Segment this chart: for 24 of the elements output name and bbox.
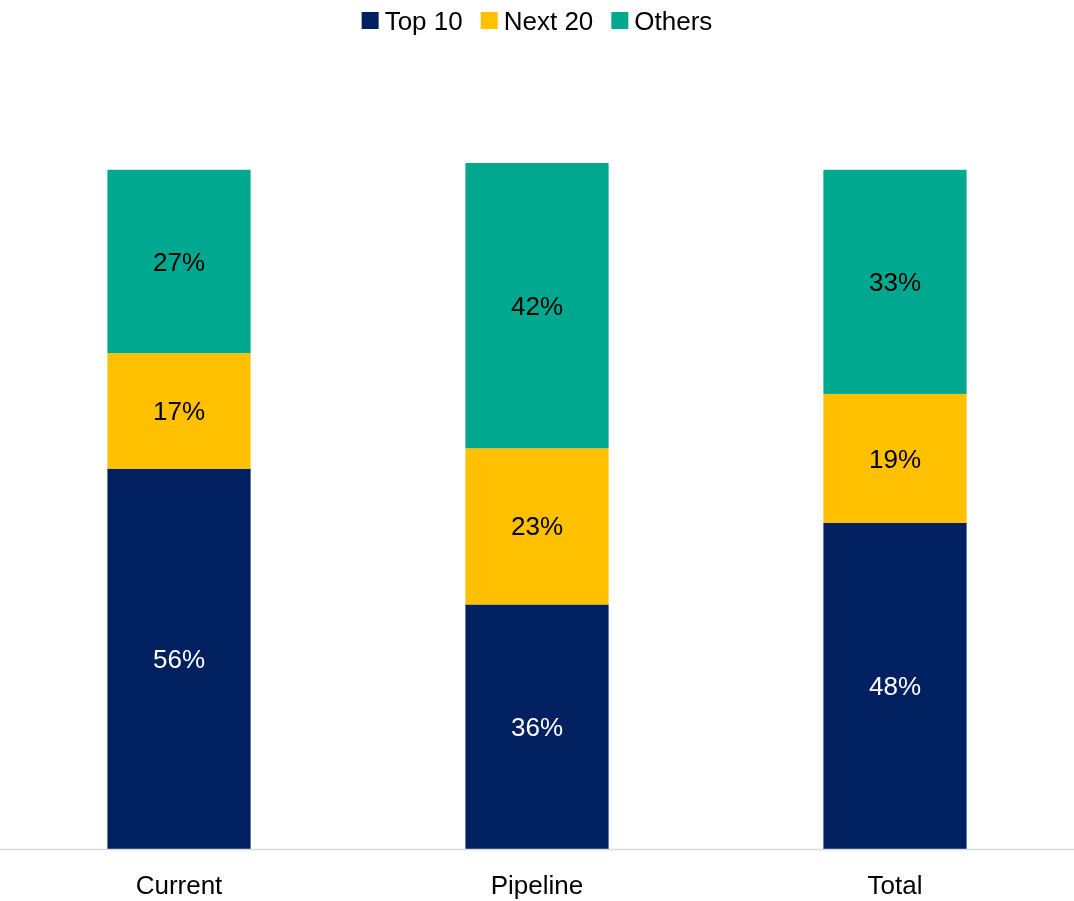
- bar: [107, 353, 251, 469]
- data-label: 33%: [868, 266, 922, 297]
- legend-label: Others: [634, 6, 713, 37]
- bar: [465, 448, 609, 605]
- bar: [823, 522, 967, 849]
- data-label: 56%: [152, 643, 206, 674]
- x-tick-label: Current: [135, 870, 224, 900]
- bar: [823, 393, 967, 523]
- data-label: 42%: [510, 290, 564, 321]
- data-label: 27%: [152, 246, 206, 277]
- bar: [107, 468, 251, 849]
- legend-label: Next 20: [503, 6, 594, 37]
- data-label: 36%: [510, 711, 564, 742]
- bar: [465, 604, 609, 849]
- data-label: 23%: [510, 511, 564, 542]
- x-tick-label: Pipeline: [490, 870, 584, 900]
- bar: [107, 169, 251, 354]
- bar: [465, 163, 609, 449]
- data-label: 48%: [868, 671, 922, 702]
- data-label: 17%: [152, 396, 206, 427]
- x-tick-label: Total: [867, 870, 923, 900]
- legend-label: Top 10: [384, 6, 463, 37]
- data-label: 19%: [868, 443, 922, 474]
- bar: [823, 169, 967, 394]
